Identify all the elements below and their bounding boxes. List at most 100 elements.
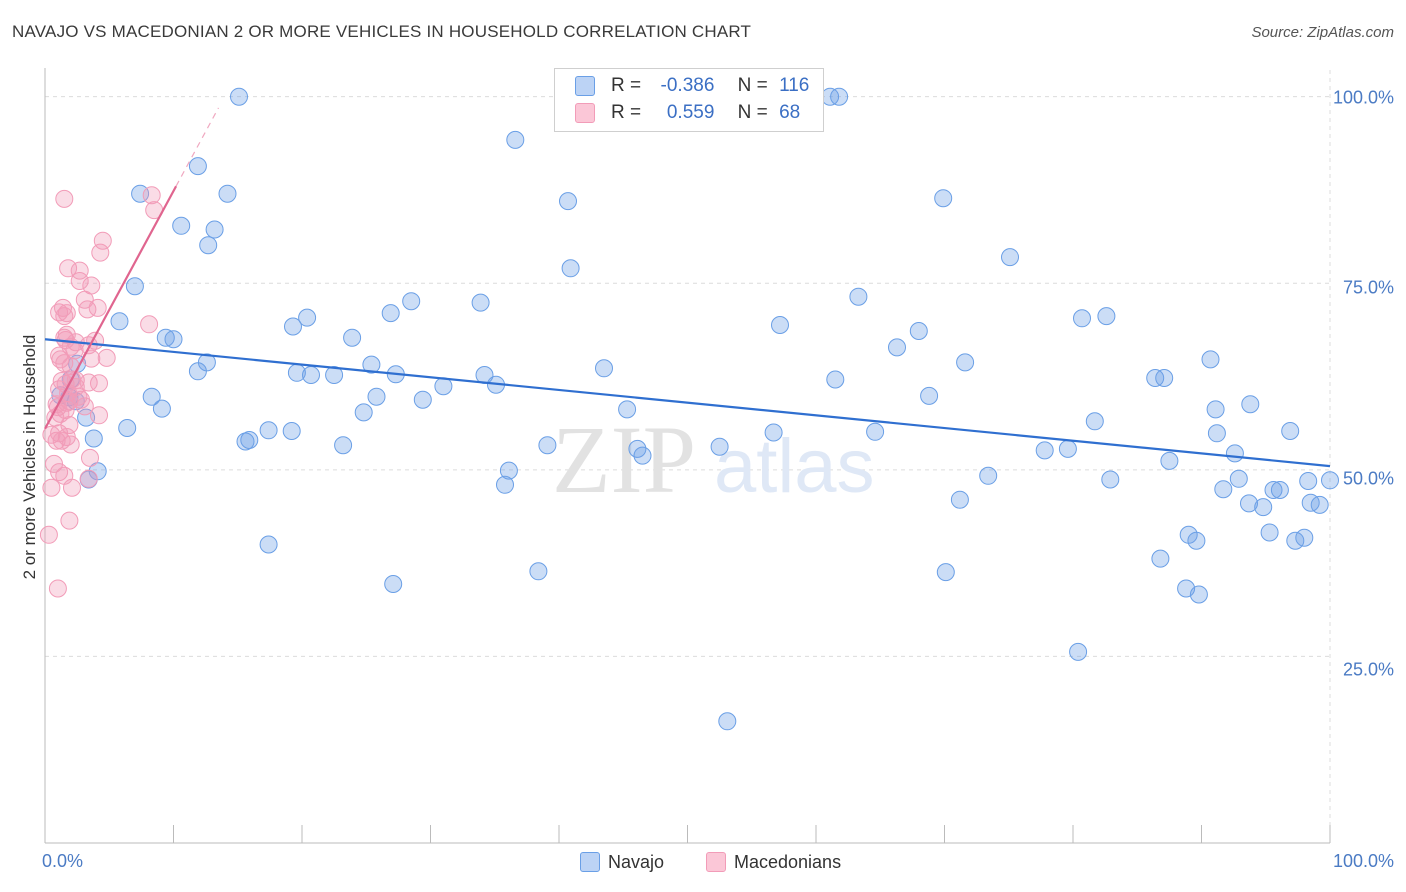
navajo-point-107	[384, 575, 403, 593]
navajo-point-76	[633, 446, 652, 465]
y-tick-label-50: 50.0%	[1342, 468, 1394, 489]
trend-lines	[44, 107, 1331, 468]
navajo-point-61	[1085, 412, 1104, 431]
macedonian-point-57	[61, 435, 80, 454]
navajo-point-83	[499, 461, 518, 480]
navajo-point-111	[718, 712, 737, 731]
navajo-point-62	[118, 419, 137, 437]
macedonian-point-17	[57, 325, 76, 344]
macedonian-point-1	[142, 186, 161, 205]
navajo-point-71	[236, 432, 255, 451]
navajo-point-106	[936, 563, 955, 582]
navajo-point-97	[1310, 495, 1329, 514]
navajo-point-110	[1069, 642, 1088, 661]
navajo-point-41	[595, 359, 613, 378]
macedonian-point-64	[63, 478, 81, 497]
navajo-point-69	[84, 429, 103, 448]
macedonian-point-15	[55, 307, 74, 326]
macedonian-point-67	[48, 579, 67, 598]
navajo-point-53	[413, 390, 432, 409]
navajo-point-34	[956, 353, 975, 372]
navajo-point-3	[506, 130, 525, 149]
macedonian-point-52	[42, 425, 61, 444]
navajo-point-14	[125, 277, 144, 296]
macedonian-point-41	[69, 387, 88, 406]
navajo-point-88	[1264, 481, 1283, 499]
navajo-point-0	[230, 87, 248, 106]
navajo-point-98	[1260, 523, 1279, 542]
navajo-point-78	[1058, 439, 1077, 458]
navajo-point-19	[771, 316, 789, 334]
navajo-point-80	[1160, 451, 1179, 470]
y-tick-label-75: 75.0%	[1342, 277, 1394, 298]
navajo-point-74	[710, 437, 729, 456]
navajo-point-15	[402, 292, 421, 311]
navajo-point-29	[888, 338, 906, 357]
x-tick-label-100: 100.0%	[1332, 851, 1394, 871]
bottom-legend-macedonian: Macedonians	[706, 852, 841, 873]
macedonian-trend-extension	[175, 107, 220, 187]
navajo-r-value: -0.386	[660, 75, 715, 96]
macedonian-point-37	[90, 374, 108, 393]
navajo-point-37	[302, 366, 320, 384]
navajo-point-58	[1206, 400, 1225, 419]
navajo-point-94	[1240, 494, 1258, 513]
navajo-point-92	[1214, 480, 1233, 499]
navajo-point-109	[1189, 585, 1208, 604]
y-tick-label-100: 100.0%	[1332, 87, 1394, 108]
navajo-point-67	[1281, 422, 1300, 440]
navajo-point-66	[866, 422, 885, 441]
navajo-point-21	[1073, 309, 1091, 328]
macedonian-r-label: R =	[611, 102, 642, 123]
navajo-point-32	[197, 353, 216, 372]
macedonian-point-47	[75, 397, 94, 416]
navajo-point-23	[110, 312, 129, 331]
navajo-point-77	[1035, 441, 1054, 460]
macedonian-n-label: N =	[737, 102, 768, 123]
navajo-point-44	[1155, 369, 1174, 387]
macedonian-point-12	[88, 298, 107, 317]
legend-row-macedonian: R = 0.559 N = 68	[575, 102, 800, 126]
navajo-point-91	[1321, 471, 1339, 490]
macedonian-point-63	[42, 478, 61, 497]
navajo-point-100	[1295, 528, 1314, 547]
navajo-point-27	[343, 328, 362, 347]
navajo-point-8	[934, 189, 953, 208]
navajo-point-2	[830, 87, 849, 106]
navajo-point-26	[164, 330, 183, 349]
macedonian-point-62	[79, 469, 98, 488]
navajo-point-57	[618, 400, 637, 419]
navajo-point-63	[259, 421, 278, 440]
navajo-point-93	[950, 490, 969, 509]
y-axis-label: 2 or more Vehicles in Household	[20, 334, 39, 580]
y-tick-label-25: 25.0%	[1342, 659, 1394, 680]
macedonian-point-6	[70, 261, 89, 280]
navajo-point-18	[381, 304, 400, 323]
bottom-macedonian-swatch	[706, 852, 726, 872]
macedonian-point-56	[52, 431, 71, 450]
navajo-n-value: 116	[779, 75, 810, 96]
navajo-point-12	[561, 259, 580, 278]
navajo-n-label: N =	[737, 75, 768, 96]
navajo-point-11	[199, 236, 218, 255]
macedonian-point-0	[55, 189, 74, 208]
chart-source: Source: ZipAtlas.com	[1251, 24, 1394, 41]
navajo-point-72	[334, 436, 353, 455]
navajo-point-4	[188, 157, 207, 176]
watermark: ZIP atlas	[552, 406, 875, 513]
navajo-point-33	[362, 355, 381, 374]
macedonian-point-16	[140, 315, 159, 334]
navajo-point-28	[909, 322, 928, 340]
navajo-point-56	[354, 403, 373, 422]
macedonian-n-value: 68	[779, 102, 801, 123]
navajo-point-89	[1270, 481, 1289, 499]
navajo-point-42	[826, 370, 845, 389]
navajo-point-38	[325, 366, 344, 384]
navajo-point-7	[559, 192, 577, 211]
navajo-point-86	[1101, 470, 1120, 489]
bottom-navajo-swatch	[580, 852, 600, 872]
navajo-point-17	[298, 308, 317, 327]
macedonian-point-48	[90, 406, 108, 425]
watermark-atlas: atlas	[714, 424, 875, 509]
